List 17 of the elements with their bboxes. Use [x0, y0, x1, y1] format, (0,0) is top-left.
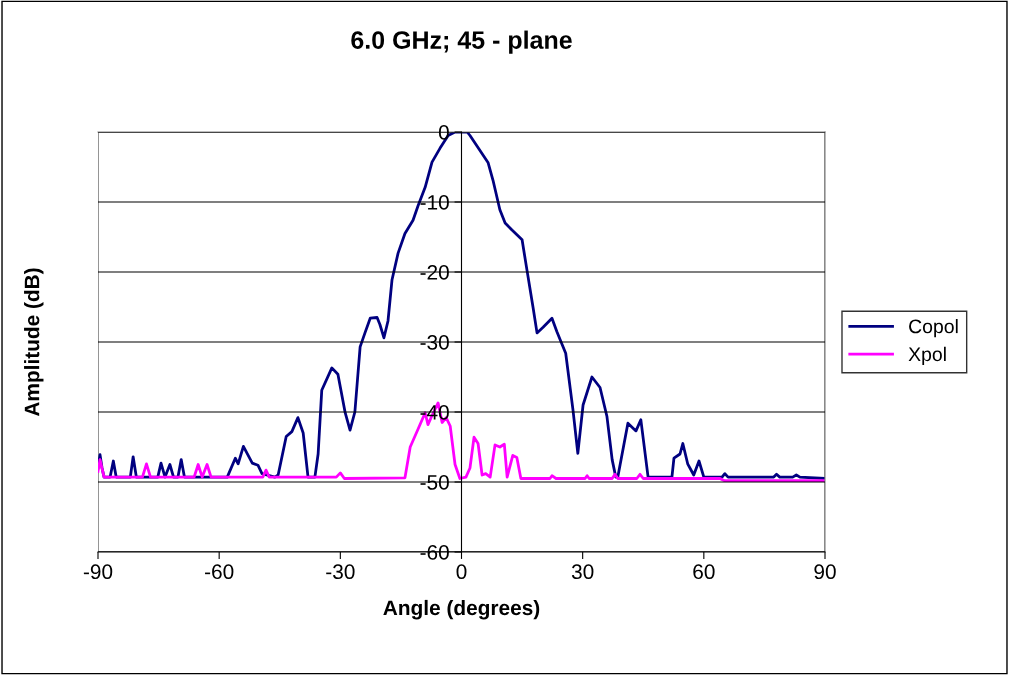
x-tick-label: 30	[571, 564, 594, 580]
y-tick-label: -50	[420, 475, 449, 490]
x-axis-title: Angle (degrees)	[383, 599, 540, 620]
x-tick-label: -60	[205, 564, 234, 580]
x-tick-label: 90	[814, 564, 836, 580]
x-tick-label: 0	[456, 564, 467, 580]
chart-title: 6.0 GHz; 45 - plane	[351, 30, 572, 54]
y-tick-label: -20	[420, 265, 449, 280]
y-tick-label: -40	[420, 405, 449, 420]
legend-label: Xpol	[908, 346, 946, 365]
y-tick-label: -30	[420, 335, 449, 350]
y-tick-label: -10	[420, 195, 449, 210]
x-tick-label: -30	[326, 564, 355, 580]
x-tick-label: 60	[693, 564, 715, 580]
legend-label: Copol	[909, 319, 958, 338]
x-tick-label: -90	[83, 564, 113, 580]
y-axis-title: Amplitude (dB)	[24, 268, 44, 417]
